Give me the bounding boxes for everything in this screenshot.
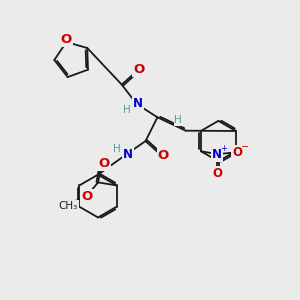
Text: H: H bbox=[113, 143, 121, 154]
Text: N: N bbox=[212, 148, 222, 161]
Text: O: O bbox=[232, 146, 242, 159]
Text: N: N bbox=[123, 148, 133, 161]
Text: N: N bbox=[133, 98, 143, 110]
Text: O: O bbox=[212, 167, 222, 180]
Text: O: O bbox=[82, 190, 93, 203]
Text: H: H bbox=[174, 115, 182, 125]
Text: O: O bbox=[158, 149, 169, 162]
Text: H: H bbox=[123, 105, 131, 115]
Text: CH₃: CH₃ bbox=[59, 201, 78, 211]
Text: O: O bbox=[134, 63, 145, 76]
Text: O: O bbox=[98, 157, 110, 169]
Text: O: O bbox=[61, 33, 72, 46]
Text: −: − bbox=[241, 142, 249, 152]
Text: +: + bbox=[220, 144, 227, 153]
